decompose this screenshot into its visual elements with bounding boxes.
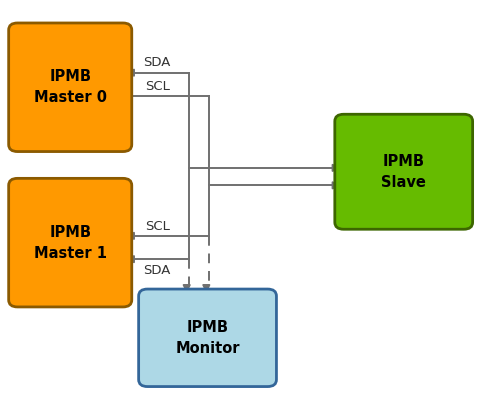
FancyBboxPatch shape [138,289,276,387]
Text: SDA: SDA [143,264,171,277]
Text: IPMB
Master 0: IPMB Master 0 [34,69,107,105]
FancyBboxPatch shape [8,178,132,307]
Text: SDA: SDA [143,56,171,69]
Text: SCL: SCL [145,80,170,93]
Text: SCL: SCL [145,219,170,232]
Text: IPMB
Monitor: IPMB Monitor [175,320,240,356]
Text: IPMB
Slave: IPMB Slave [381,154,426,190]
FancyBboxPatch shape [8,23,132,152]
Text: IPMB
Master 1: IPMB Master 1 [34,225,107,261]
FancyBboxPatch shape [335,114,473,229]
